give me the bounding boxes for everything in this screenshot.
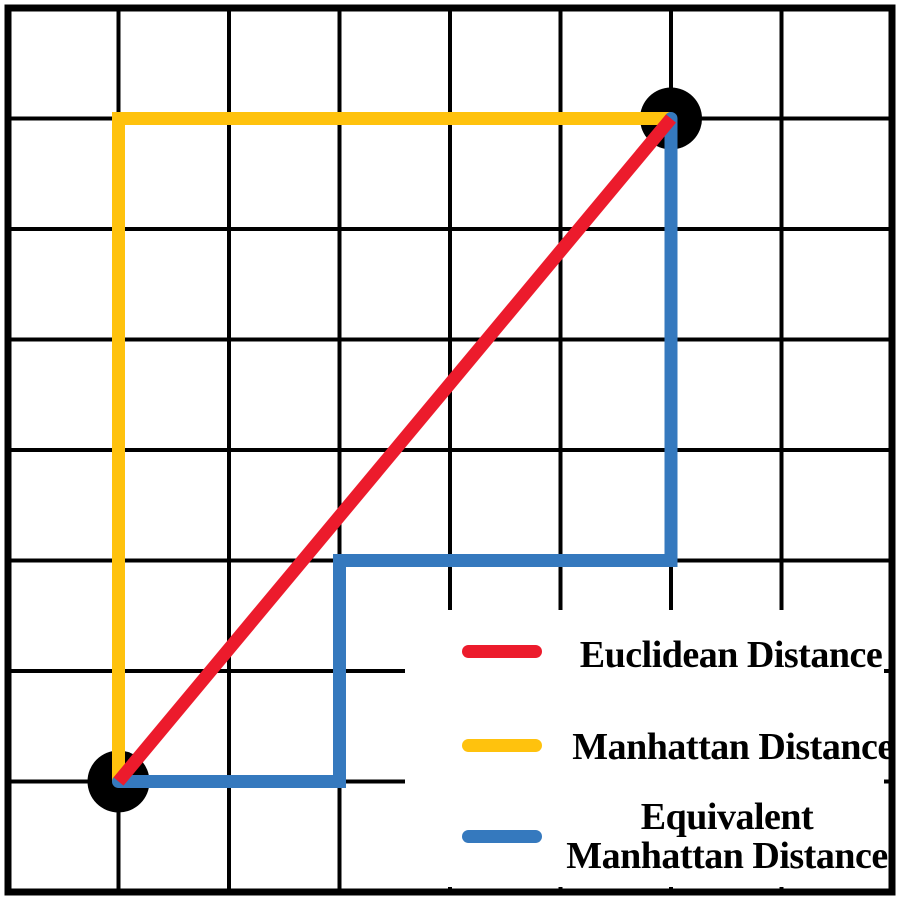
legend-label-text: Manhattan Distance	[572, 726, 894, 768]
equivalent-distance-path	[112, 112, 678, 788]
equivalent-manhattan-legend-label: Equivalent Manhattan Distance	[547, 798, 900, 876]
euclidean-legend-swatch	[462, 645, 542, 658]
manhattan-distance-path	[112, 112, 671, 782]
euclidean-distance-path	[113, 114, 676, 786]
legend-label-text-line1: Equivalent	[640, 796, 814, 838]
euclidean-legend-label: Euclidean Distance	[551, 636, 900, 675]
manhattan-legend-swatch	[462, 739, 542, 752]
legend-label-text: Euclidean Distance	[579, 634, 883, 676]
equivalent-manhattan-legend-swatch	[462, 830, 542, 843]
grid-border	[4, 4, 896, 896]
manhattan-legend-label: Manhattan Distance	[553, 728, 900, 767]
legend-label-text-line2: Manhattan Distance	[566, 835, 888, 877]
